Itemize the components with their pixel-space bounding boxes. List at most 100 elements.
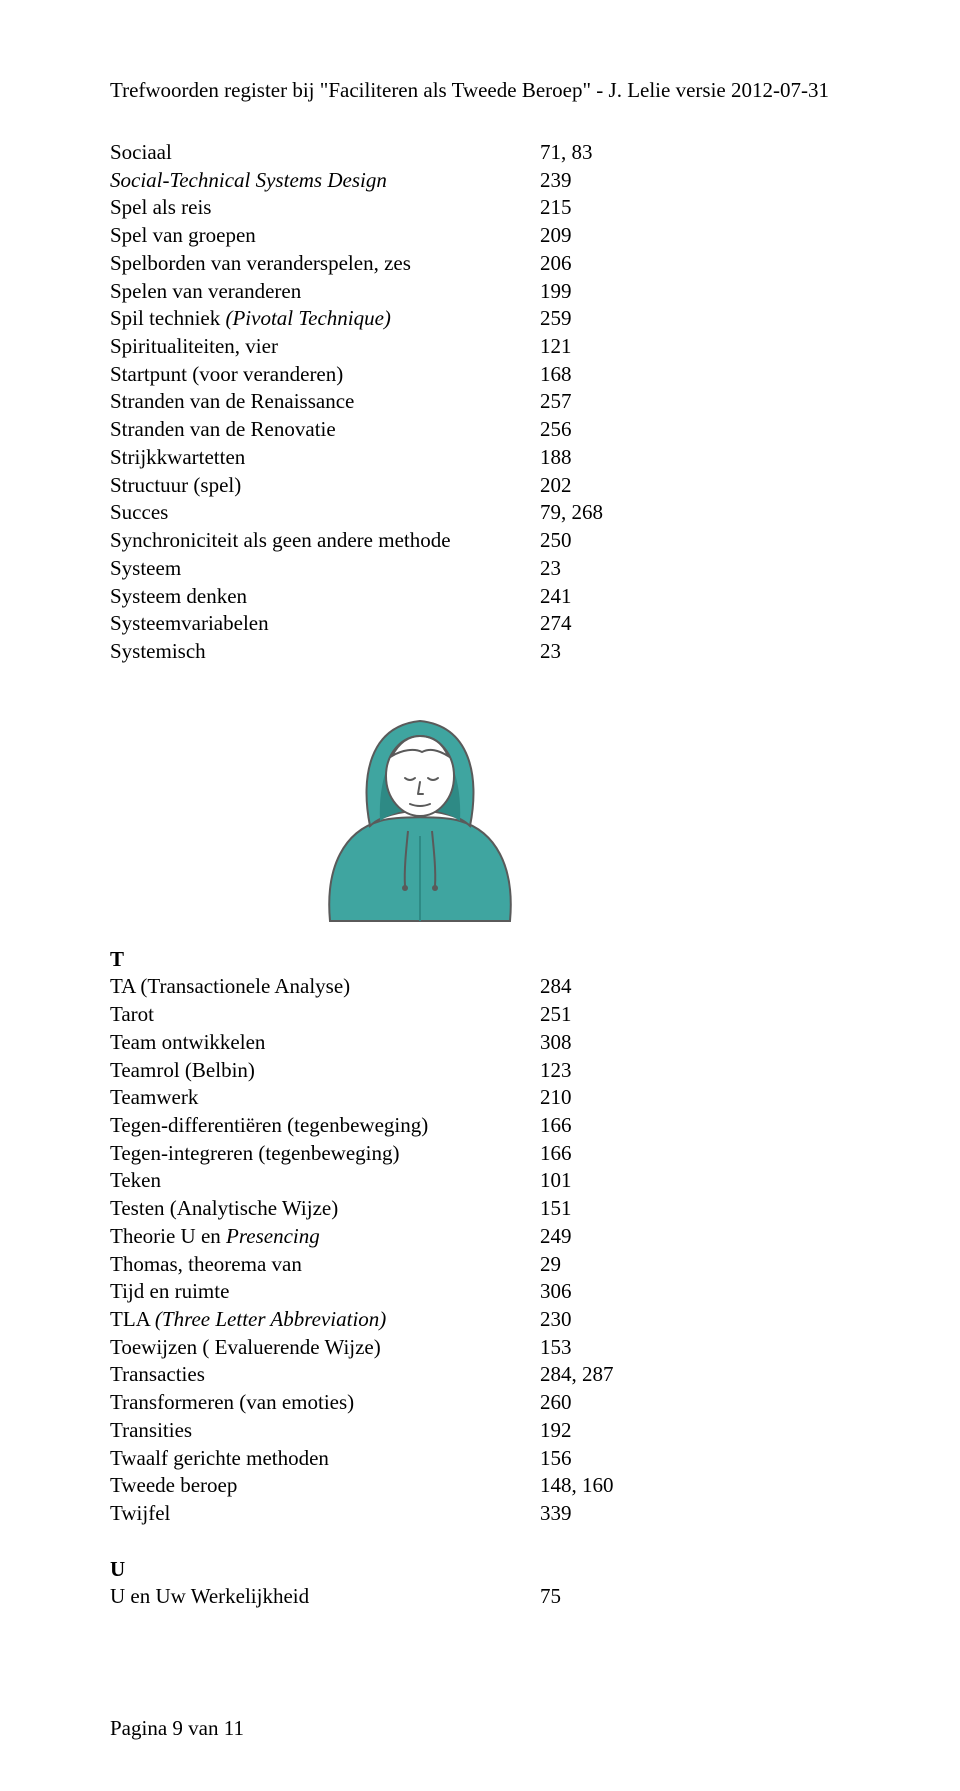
index-term: Teken [110,1167,540,1195]
index-term: Transacties [110,1361,540,1389]
index-term: Spelen van veranderen [110,278,540,306]
index-term: Spelborden van veranderspelen, zes [110,250,540,278]
index-row: Succes79, 268 [110,499,850,527]
index-row: Teken101 [110,1167,850,1195]
index-row: Systeem denken241 [110,583,850,611]
index-row: Tegen-differentiëren (tegenbeweging)166 [110,1112,850,1140]
index-row: TA (Transactionele Analyse)284 [110,973,850,1001]
index-row: Spel van groepen209 [110,222,850,250]
index-row: Teamrol (Belbin)123 [110,1057,850,1085]
index-row: Systemisch23 [110,638,850,666]
section-letter-t: T [110,946,850,974]
index-page: 339 [540,1500,572,1528]
index-row: Sociaal71, 83 [110,139,850,167]
index-term: Systeem [110,555,540,583]
index-term: Sociaal [110,139,540,167]
index-page: 274 [540,610,572,638]
index-section-s: Sociaal71, 83Social-Technical Systems De… [110,139,850,666]
index-page: 199 [540,278,572,306]
index-term: Systeemvariabelen [110,610,540,638]
index-page: 284 [540,973,572,1001]
index-term: Thomas, theorema van [110,1251,540,1279]
index-term: Transformeren (van emoties) [110,1389,540,1417]
index-term: Spel als reis [110,194,540,222]
index-term: Systemisch [110,638,540,666]
index-term: Twijfel [110,1500,540,1528]
index-term: Spil techniek (Pivotal Technique) [110,305,540,333]
index-row: Stranden van de Renaissance257 [110,388,850,416]
index-page: 210 [540,1084,572,1112]
index-row: Spil techniek (Pivotal Technique)259 [110,305,850,333]
index-term: Systeem denken [110,583,540,611]
index-term: Tarot [110,1001,540,1029]
index-page: 192 [540,1417,572,1445]
page-header: Trefwoorden register bij "Faciliteren al… [110,78,850,103]
index-row: Teamwerk210 [110,1084,850,1112]
index-row: Testen (Analytische Wijze)151 [110,1195,850,1223]
index-row: Systeem23 [110,555,850,583]
index-page: 153 [540,1334,572,1362]
index-term: Theorie U en Presencing [110,1223,540,1251]
index-page: 250 [540,527,572,555]
index-row: Tweede beroep148, 160 [110,1472,850,1500]
index-term: Tijd en ruimte [110,1278,540,1306]
index-page: 151 [540,1195,572,1223]
index-term: Stranden van de Renaissance [110,388,540,416]
index-term: Structuur (spel) [110,472,540,500]
index-page: 249 [540,1223,572,1251]
index-page: 188 [540,444,572,472]
index-term: Tegen-integreren (tegenbeweging) [110,1140,540,1168]
index-page: 284, 287 [540,1361,614,1389]
index-row: Thomas, theorema van29 [110,1251,850,1279]
index-term: Testen (Analytische Wijze) [110,1195,540,1223]
index-page: 75 [540,1583,561,1611]
index-page: 123 [540,1057,572,1085]
index-term: Stranden van de Renovatie [110,416,540,444]
index-page: 215 [540,194,572,222]
index-page: 256 [540,416,572,444]
index-row: Synchroniciteit als geen andere methode2… [110,527,850,555]
index-page: 306 [540,1278,572,1306]
index-section-t: TA (Transactionele Analyse)284Tarot251Te… [110,973,850,1527]
index-page: 257 [540,388,572,416]
index-row: Social-Technical Systems Design239 [110,167,850,195]
index-page: 209 [540,222,572,250]
index-page: 251 [540,1001,572,1029]
index-row: Startpunt (voor veranderen)168 [110,361,850,389]
index-page: 260 [540,1389,572,1417]
index-term: Spel van groepen [110,222,540,250]
index-page: 259 [540,305,572,333]
index-term: TA (Transactionele Analyse) [110,973,540,1001]
index-row: Structuur (spel)202 [110,472,850,500]
index-term: Teamrol (Belbin) [110,1057,540,1085]
index-row: Tijd en ruimte306 [110,1278,850,1306]
section-letter-u: U [110,1556,850,1584]
index-row: Spel als reis215 [110,194,850,222]
index-term: Tegen-differentiëren (tegenbeweging) [110,1112,540,1140]
person-hoodie-illustration [310,686,530,926]
index-page: 71, 83 [540,139,593,167]
index-page: 239 [540,167,572,195]
index-term: Transities [110,1417,540,1445]
index-row: Strijkkwartetten188 [110,444,850,472]
index-row: Team ontwikkelen308 [110,1029,850,1057]
index-page: 166 [540,1140,572,1168]
index-term: Team ontwikkelen [110,1029,540,1057]
index-term: U en Uw Werkelijkheid [110,1583,540,1611]
index-row: Spiritualiteiten, vier121 [110,333,850,361]
index-row: Toewijzen ( Evaluerende Wijze)153 [110,1334,850,1362]
index-page: 230 [540,1306,572,1334]
index-term: Synchroniciteit als geen andere methode [110,527,540,555]
index-row: U en Uw Werkelijkheid75 [110,1583,850,1611]
index-row: Twijfel339 [110,1500,850,1528]
index-page: 29 [540,1251,561,1279]
index-page: 148, 160 [540,1472,614,1500]
index-term: Toewijzen ( Evaluerende Wijze) [110,1334,540,1362]
index-page: 308 [540,1029,572,1057]
index-term: Social-Technical Systems Design [110,167,540,195]
index-page: 101 [540,1167,572,1195]
index-row: Stranden van de Renovatie256 [110,416,850,444]
index-term: Startpunt (voor veranderen) [110,361,540,389]
index-row: Transformeren (van emoties)260 [110,1389,850,1417]
index-term: Teamwerk [110,1084,540,1112]
